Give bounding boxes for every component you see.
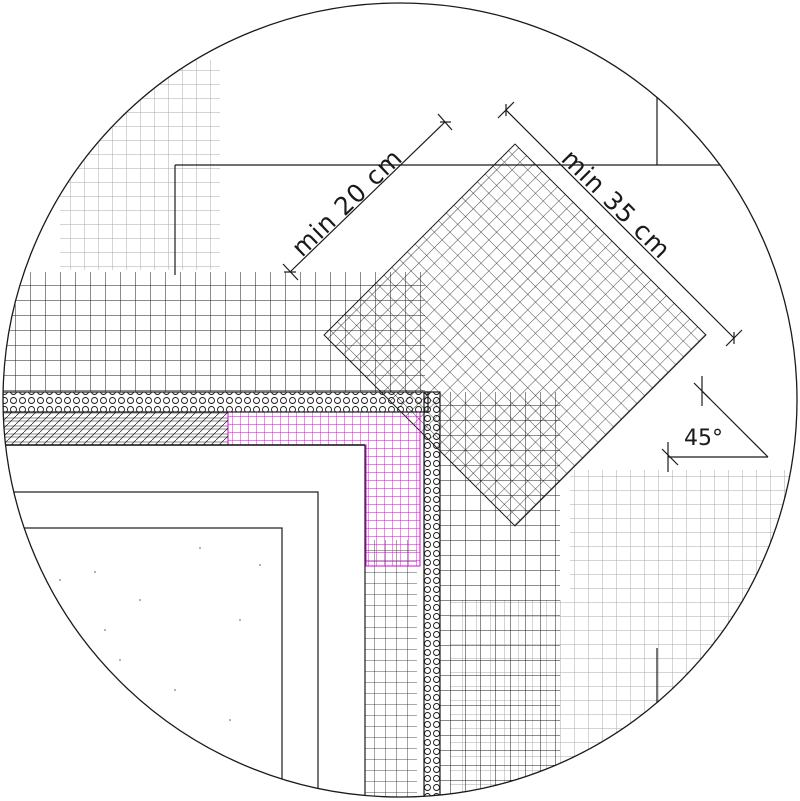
dotted-layer-vertical	[423, 391, 441, 797]
dimension-long-side	[497, 101, 743, 347]
hatched-layer	[3, 412, 228, 445]
angle-label: 45°	[684, 426, 723, 451]
dotted-layer-horizontal	[3, 391, 429, 413]
dimension-label-short: min 20 cm	[286, 143, 408, 262]
wall-panel	[3, 444, 366, 797]
reinforcement-mesh-inner	[365, 540, 417, 797]
dimension-short-side	[282, 113, 453, 281]
light-mesh-right	[570, 470, 797, 797]
dimension-angle	[661, 376, 769, 472]
wall-panel-inner-2	[3, 527, 283, 797]
wall-panel-inner-1	[3, 491, 319, 797]
